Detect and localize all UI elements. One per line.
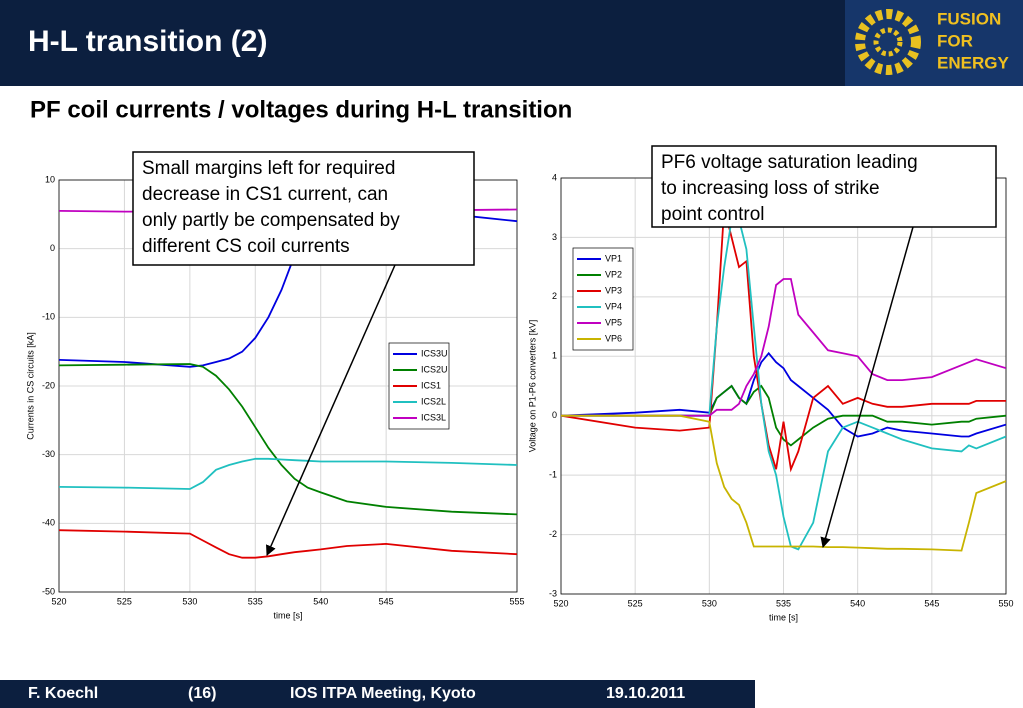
y-tick-label: 0 [50,243,55,253]
y-tick-label: 3 [552,232,557,242]
series-line [59,457,517,490]
legend-label: VP3 [605,285,622,295]
annotation-text: different CS coil currents [142,236,350,257]
y-tick-label: 0 [552,410,557,420]
y-tick-label: -50 [42,586,55,596]
footer-author: F. Koechl [28,685,98,702]
annotation-text: point control [661,204,765,225]
x-tick-label: 520 [553,598,568,608]
x-tick-label: 550 [998,598,1013,608]
legend-label: ICS3L [421,412,446,422]
series-line [59,529,517,559]
x-tick-label: 525 [117,596,132,606]
x-tick-label: 530 [182,596,197,606]
x-tick-label: 545 [924,598,939,608]
logo-text: FOR [937,31,973,50]
x-tick-label: 545 [379,596,394,606]
y-tick-label: -2 [549,529,557,539]
y-axis-label: Currents in CS circuits [kA] [25,332,35,440]
y-tick-label: 10 [45,174,55,184]
x-tick-label: 540 [850,598,865,608]
x-tick-label: 555 [509,596,524,606]
annotation-text: decrease in CS1 current, can [142,184,388,205]
series-line [561,414,1006,552]
legend-box [572,247,634,351]
footer-logos [755,680,1023,708]
x-tick-label: 530 [702,598,717,608]
y-tick-label: 4 [552,172,557,182]
x-axis-label: time [s] [769,612,798,622]
legend-label: VP6 [605,333,622,343]
legend-label: ICS3U [421,348,448,358]
series-line [561,207,1006,473]
legend-label: ICS2U [421,364,448,374]
x-tick-label: 535 [248,596,263,606]
series-line [561,278,1006,417]
x-axis-label: time [s] [273,610,302,620]
y-tick-label: -10 [42,312,55,322]
slide-subtitle: PF coil currents / voltages during H-L t… [30,96,572,123]
annotation-text: only partly be compensated by [142,210,400,231]
logo-mark [855,9,921,75]
legend-label: ICS2L [421,396,446,406]
y-tick-label: -3 [549,588,557,598]
x-tick-label: 525 [628,598,643,608]
annotation-text: Small margins left for required [142,158,395,179]
annotation-text: PF6 voltage saturation leading [661,152,918,173]
annotation-arrow [266,264,396,556]
series-line [561,218,1006,551]
footer-date: 19.10.2011 [606,685,685,702]
series-line [59,363,517,516]
slide-title: H-L transition (2) [28,25,267,58]
legend-label: VP2 [605,269,622,279]
legend-label: VP1 [605,253,622,263]
legend-label: VP4 [605,301,622,311]
y-axis-label: Voltage on P1-P6 converters [kV] [527,320,537,453]
logo-text: ENERGY [937,53,1009,72]
y-tick-label: -20 [42,380,55,390]
y-tick-label: -40 [42,518,55,528]
y-tick-label: 2 [552,291,557,301]
annotation-box [651,145,997,228]
y-tick-label: -1 [549,470,557,480]
legend-label: VP5 [605,317,622,327]
header-bar [0,0,845,86]
y-tick-label: -30 [42,449,55,459]
footer-page: (16) [188,685,216,702]
x-tick-label: 520 [51,596,66,606]
annotation-box [132,151,475,266]
annotation-text: to increasing loss of strike [661,178,880,199]
legend-label: ICS1 [421,380,441,390]
x-tick-label: 540 [313,596,328,606]
footer-event: IOS ITPA Meeting, Kyoto [290,685,476,702]
logo-text: FUSION [937,9,1001,28]
x-tick-label: 535 [776,598,791,608]
y-tick-label: 1 [552,351,557,361]
annotation-arrow [820,226,914,549]
